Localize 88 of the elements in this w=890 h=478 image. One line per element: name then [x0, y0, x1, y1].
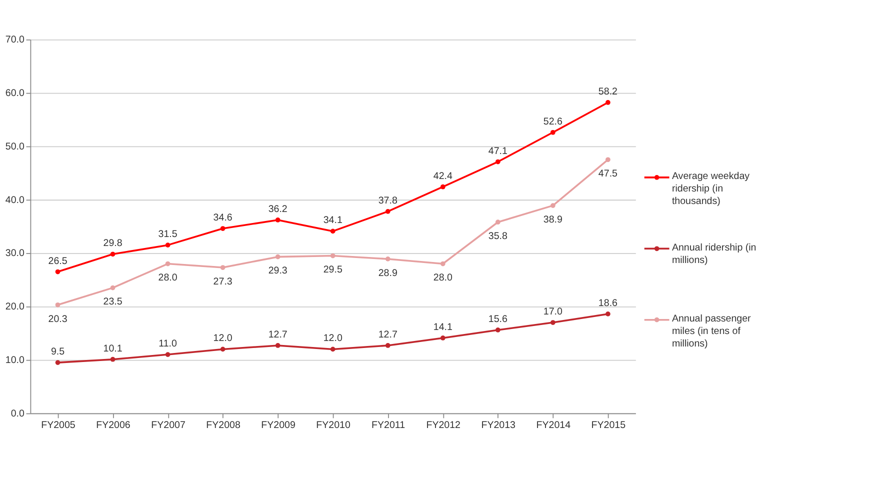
y-tick-label: 60.0	[5, 88, 26, 99]
x-tick-label: FY2010	[316, 420, 351, 431]
data-label: 12.0	[213, 333, 233, 344]
data-label: 35.8	[488, 231, 508, 242]
point	[606, 100, 610, 105]
point	[220, 265, 226, 270]
point	[550, 320, 556, 325]
point	[330, 228, 336, 234]
data-label: 42.4	[433, 170, 453, 182]
x-tick-label: FY2013	[481, 420, 516, 431]
x-tick-label: FY2007	[151, 420, 186, 431]
point	[495, 220, 500, 225]
point	[495, 328, 500, 332]
data-label: 20.3	[48, 314, 68, 325]
data-label: 28.9	[378, 268, 398, 279]
y-tick-label: 0.0	[10, 408, 26, 420]
y-tick-label: 20.0	[5, 302, 26, 313]
data-label: 47.1	[488, 146, 508, 157]
point	[220, 226, 226, 231]
point	[165, 242, 170, 248]
x-tick-label: FY2008	[206, 420, 241, 431]
x-tick-label: FY2014	[536, 420, 572, 431]
data-label: 12.0	[323, 333, 343, 344]
x-tick-label: FY2009	[261, 420, 296, 431]
data-label: 36.2	[268, 204, 288, 215]
data-label: 31.5	[158, 229, 178, 240]
data-label: 29.5	[323, 264, 343, 276]
point	[495, 159, 500, 164]
point	[385, 209, 390, 214]
point	[385, 256, 390, 262]
point	[275, 343, 280, 348]
data-label: 12.7	[378, 329, 398, 340]
data-label: 14.1	[433, 322, 452, 333]
x-tick-label: FY2012	[426, 420, 460, 431]
data-label: 23.5	[103, 296, 123, 308]
data-label: 26.5	[48, 256, 68, 267]
point	[55, 302, 60, 308]
data-label: 17.0	[543, 306, 564, 318]
point	[440, 336, 446, 340]
legend-label: Annual ridership (in millions)	[672, 242, 756, 266]
x-tick-label: FY2011	[372, 420, 406, 431]
point	[110, 252, 116, 257]
point	[440, 261, 446, 266]
data-label: 37.8	[378, 195, 398, 206]
point	[330, 346, 336, 352]
point	[110, 285, 116, 290]
data-label: 12.7	[268, 329, 288, 340]
data-label: 52.6	[543, 116, 564, 128]
y-tick-label: 30.0	[5, 248, 26, 260]
data-label: 47.5	[598, 168, 618, 180]
point	[550, 203, 556, 208]
point	[275, 218, 280, 222]
data-label: 15.6	[488, 314, 508, 325]
y-tick-label: 10.0	[5, 355, 26, 366]
point	[275, 254, 280, 260]
x-tick-label: FY2005	[41, 420, 76, 431]
point	[165, 352, 170, 357]
data-label: 28.0	[158, 272, 178, 284]
point	[606, 157, 610, 162]
point	[110, 356, 116, 362]
data-label: 38.9	[543, 214, 562, 226]
data-label: 29.8	[103, 238, 123, 250]
y-tick-label: 70.0	[5, 34, 26, 46]
legend-label: Average weekday ridership (in thousands)	[672, 171, 750, 208]
point	[550, 130, 556, 135]
point	[165, 261, 170, 266]
point	[330, 253, 336, 258]
legend-label: Annual passenger miles (in tens of millions)	[672, 314, 752, 350]
point	[606, 312, 610, 316]
x-tick-label: FY2015	[591, 420, 626, 431]
data-label: 27.3	[213, 276, 233, 288]
y-tick-label: 50.0	[5, 141, 26, 152]
y-tick-label: 40.0	[5, 194, 26, 206]
data-label: 58.2	[598, 86, 618, 98]
point	[385, 343, 390, 348]
point	[55, 360, 60, 365]
data-label: 11.0	[158, 338, 178, 350]
point	[440, 184, 446, 190]
data-label: 9.5	[50, 346, 66, 358]
data-label: 34.6	[213, 212, 233, 224]
data-label: 34.1	[323, 215, 342, 226]
data-label: 10.1	[103, 343, 122, 354]
x-tick-label: FY2006	[96, 420, 131, 431]
data-label: 18.6	[598, 298, 618, 309]
point	[55, 269, 60, 274]
data-label: 28.0	[433, 272, 453, 284]
point	[220, 346, 226, 352]
data-label: 29.3	[268, 266, 288, 277]
